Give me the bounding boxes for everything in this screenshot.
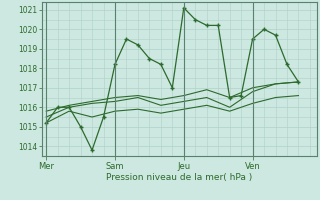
X-axis label: Pression niveau de la mer( hPa ): Pression niveau de la mer( hPa ) — [106, 173, 252, 182]
